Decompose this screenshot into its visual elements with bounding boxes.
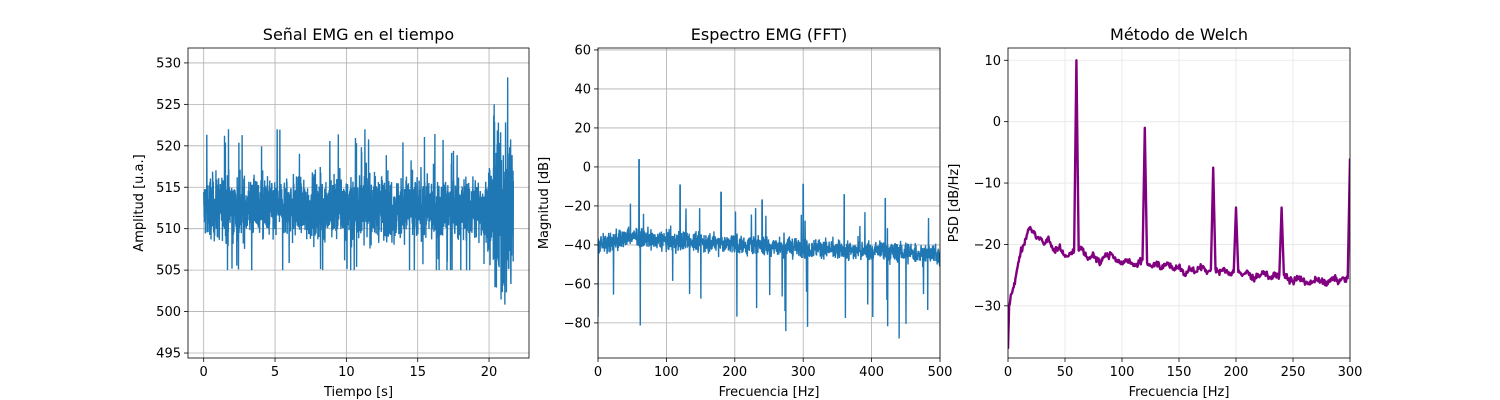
y-tick-label: 20	[574, 121, 591, 136]
y-tick-label: −60	[564, 277, 591, 292]
emg-fft-panel: 0 100 200 300 400 500 −80 −60 −40 −20 0 20 40 60 Espec…	[537, 25, 952, 400]
welch-psd-panel: 0 50 100 150 200 250 300 −30 −20 −10 0 10 Método de …	[947, 25, 1362, 400]
y-tick-label: 505	[156, 264, 181, 279]
chart-title: Espectro EMG (FFT)	[691, 25, 847, 44]
y-tick-label: 0	[583, 160, 591, 175]
x-tick-label: 300	[1338, 365, 1363, 380]
x-tick-label: 150	[1167, 365, 1192, 380]
x-tick-label: 500	[928, 365, 953, 380]
y-tick-label: 510	[156, 222, 181, 237]
y-tick-label: −10	[974, 177, 1001, 192]
emg-signal-line	[202, 77, 515, 305]
y-tick-label: 520	[156, 139, 181, 154]
x-axis-label: Frecuencia [Hz]	[1129, 385, 1230, 400]
y-axis-label: Amplitud [u.a.]	[132, 154, 147, 251]
chart-title: Señal EMG en el tiempo	[263, 25, 454, 44]
x-tick-label: 0	[1004, 365, 1012, 380]
chart-title: Método de Welch	[1110, 25, 1248, 44]
x-tick-label: 15	[409, 365, 426, 380]
axes-frame	[597, 47, 941, 359]
y-tick-label: 40	[574, 82, 591, 97]
y-tick-label: 500	[156, 305, 181, 320]
x-tick-label: 0	[200, 365, 208, 380]
y-tick-label: 0	[993, 115, 1001, 130]
x-tick-label: 10	[338, 365, 355, 380]
axes-frame	[1007, 47, 1351, 359]
axes-frame	[187, 47, 530, 359]
y-tick-label: −20	[974, 238, 1001, 253]
x-axis-label: Tiempo [s]	[323, 385, 393, 400]
fft-spectrum-line	[598, 159, 940, 339]
x-tick-label: 200	[722, 365, 747, 380]
x-tick-label: 200	[1224, 365, 1249, 380]
x-tick-label: 100	[654, 365, 679, 380]
x-tick-label: 0	[594, 365, 602, 380]
y-tick-label: 515	[156, 181, 181, 196]
x-tick-label: 400	[859, 365, 884, 380]
x-axis-label: Frecuencia [Hz]	[719, 385, 820, 400]
y-tick-label: 530	[156, 56, 181, 71]
y-axis-label: PSD [dB/Hz]	[947, 164, 962, 243]
x-tick-label: 300	[791, 365, 816, 380]
welch-psd-line	[1008, 59, 1350, 349]
x-tick-label: 5	[271, 365, 279, 380]
y-tick-label: 10	[984, 54, 1001, 69]
y-tick-label: 60	[574, 43, 591, 58]
y-tick-label: 525	[156, 98, 181, 113]
x-tick-label: 50	[1057, 365, 1074, 380]
y-tick-label: −20	[564, 199, 591, 214]
x-tick-label: 250	[1281, 365, 1306, 380]
x-tick-label: 20	[481, 365, 498, 380]
x-tick-label: 100	[1110, 365, 1135, 380]
y-tick-label: −80	[564, 316, 591, 331]
y-tick-label: −40	[564, 238, 591, 253]
y-tick-label: −30	[974, 299, 1001, 314]
y-axis-label: Magnitud [dB]	[537, 157, 552, 249]
y-tick-label: 495	[156, 347, 181, 362]
